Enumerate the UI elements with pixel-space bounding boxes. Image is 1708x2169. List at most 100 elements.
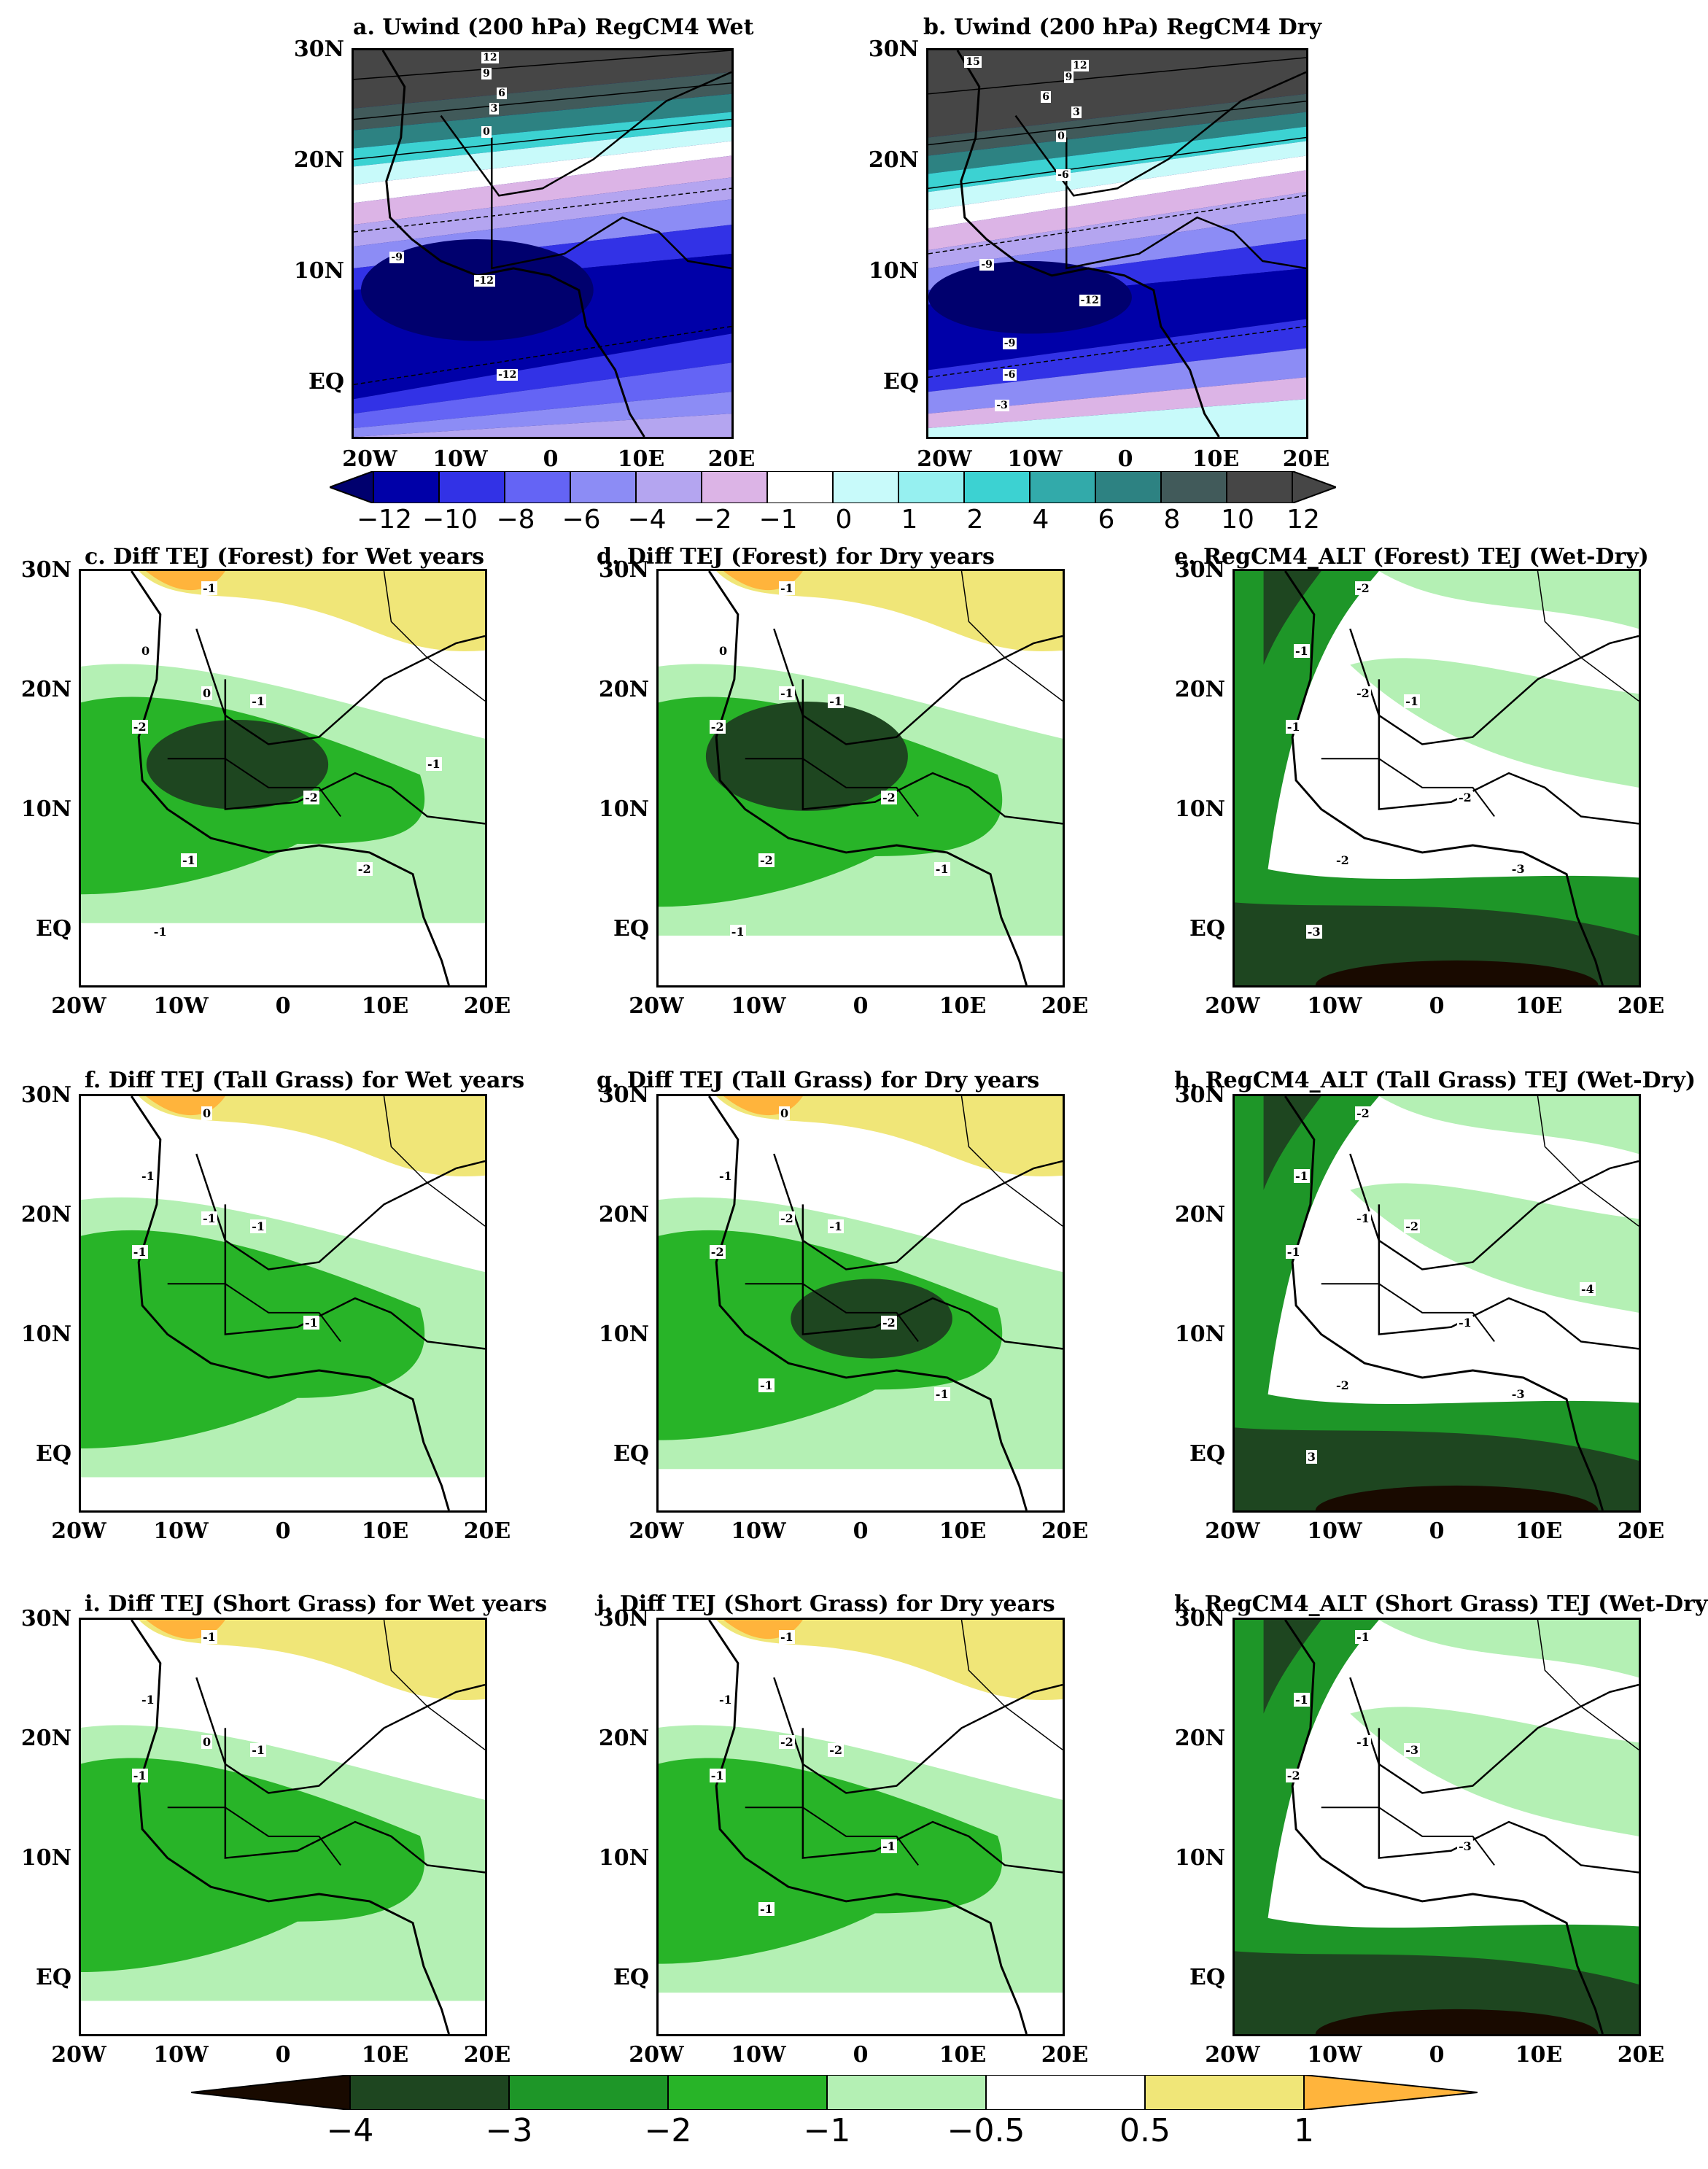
tej-map-d — [659, 571, 1063, 985]
contour-label: -2 — [1404, 1219, 1420, 1234]
contour-label: 0 — [718, 644, 729, 659]
x-tick: 0 — [275, 1518, 291, 1544]
contour-label: 9 — [1063, 71, 1074, 84]
y-tick-30n: 30N — [868, 36, 919, 62]
x-tick: 0 — [1429, 2042, 1445, 2068]
panel-title: k. RegCM4_ALT (Short Grass) TEJ (Wet-Dry… — [1174, 1591, 1708, 1617]
panel-title: h. RegCM4_ALT (Tall Grass) TEJ (Wet-Dry) — [1174, 1068, 1696, 1093]
tej-colorbar-svg — [191, 2075, 1478, 2110]
uwind-cbar-label: −12 — [357, 505, 412, 535]
contour-label: -1 — [250, 1219, 266, 1234]
tej-cbar-label: −3 — [485, 2112, 533, 2149]
y-tick: EQ — [36, 1440, 71, 1467]
contour-label: -12 — [497, 368, 519, 381]
contour-label: -1 — [1294, 1169, 1310, 1184]
uwind-cbar-label: 6 — [1098, 505, 1115, 535]
contour-label: -1 — [1355, 1211, 1371, 1225]
x-tick: 20E — [463, 2042, 511, 2068]
uwind-colorbar-svg — [330, 471, 1336, 503]
x-tick: 20E — [1617, 993, 1665, 1019]
x-tick-10w: 10W — [432, 446, 488, 472]
y-tick: 30N — [20, 1606, 71, 1631]
contour-label: -2 — [1285, 1768, 1302, 1782]
contour-label: 15 — [964, 55, 982, 68]
panel-title: j. Diff TEJ (Short Grass) for Dry years — [597, 1591, 1055, 1617]
y-tick: EQ — [1189, 1964, 1225, 1990]
y-tick: 20N — [1174, 1726, 1225, 1752]
panel-title: f. Diff TEJ (Tall Grass) for Wet years — [85, 1068, 525, 1093]
x-tick: 10E — [1515, 993, 1563, 1019]
y-tick: 20N — [1174, 677, 1225, 703]
y-tick: 20N — [598, 1726, 649, 1752]
uwind-cbar-label: 12 — [1286, 505, 1320, 535]
panel-title: c. Diff TEJ (Forest) for Wet years — [85, 544, 485, 570]
x-tick: 20E — [1041, 2042, 1089, 2068]
uwind-colorbar — [330, 471, 1336, 503]
x-tick: 10E — [361, 2042, 409, 2068]
contour-label: -2 — [1335, 853, 1351, 868]
y-tick: 20N — [20, 677, 71, 703]
contour-label: -1 — [1294, 644, 1310, 659]
panel-title: b. Uwind (200 hPa) RegCM4 Dry — [923, 15, 1322, 40]
contour-label: -9 — [979, 259, 994, 271]
uwind-cbar-label: −6 — [562, 505, 601, 535]
contour-label: -3 — [1510, 1386, 1526, 1401]
panel-title: e. RegCM4_ALT (Forest) TEJ (Wet-Dry) — [1174, 544, 1649, 570]
contour-label: -2 — [303, 791, 319, 805]
uwind-cbar-label: −1 — [758, 505, 798, 535]
contour-label: -1 — [1355, 1734, 1371, 1749]
contour-label: -1 — [140, 1169, 156, 1184]
x-tick: 10W — [1307, 2042, 1362, 2068]
tej-map-g — [659, 1096, 1063, 1510]
x-tick-0: 0 — [1117, 446, 1133, 472]
x-tick: 0 — [1429, 993, 1445, 1019]
x-tick: 10W — [1307, 1518, 1362, 1544]
contour-label: -1 — [933, 861, 950, 876]
x-tick: 20E — [1617, 2042, 1665, 2068]
x-tick-10e: 10E — [617, 446, 665, 472]
y-tick-10n: 10N — [293, 258, 344, 284]
tej-map-j — [659, 1620, 1063, 2034]
tej-cbar-label: −4 — [326, 2112, 374, 2149]
map-plot — [79, 1618, 487, 2036]
y-tick-10n: 10N — [868, 258, 919, 284]
map-plot — [656, 569, 1065, 988]
map-plot — [352, 48, 734, 439]
contour-label: -1 — [201, 581, 217, 596]
contour-label: 6 — [1041, 90, 1051, 103]
uwind-cbar-label: 2 — [966, 505, 984, 535]
y-tick: 20N — [598, 677, 649, 703]
contour-label: -2 — [1355, 686, 1371, 700]
x-tick: 20W — [629, 1518, 684, 1544]
contour-label: -1 — [779, 1630, 795, 1645]
x-tick: 20W — [1205, 2042, 1260, 2068]
panel-title: a. Uwind (200 hPa) RegCM4 Wet — [353, 15, 754, 40]
contour-label: -2 — [1355, 1106, 1371, 1121]
y-tick: EQ — [1189, 1440, 1225, 1467]
x-tick: 20E — [1041, 993, 1089, 1019]
contour-label: -1 — [881, 1839, 897, 1854]
y-tick: 10N — [598, 1321, 649, 1347]
x-tick: 0 — [853, 1518, 869, 1544]
uwind-cbar-label: −10 — [422, 505, 478, 535]
y-tick: EQ — [613, 1964, 649, 1990]
x-tick: 10E — [361, 1518, 409, 1544]
contour-label: -2 — [881, 791, 897, 805]
x-tick-20e: 20E — [1282, 446, 1330, 472]
map-plot — [79, 569, 487, 988]
uwind-cbar-label: 10 — [1221, 505, 1254, 535]
contour-label: -1 — [250, 1743, 266, 1758]
contour-label: -1 — [709, 1768, 726, 1782]
tej-colorbar — [191, 2075, 1478, 2110]
map-plot — [1233, 1094, 1641, 1513]
contour-label: -1 — [181, 853, 197, 868]
x-tick: 10W — [153, 2042, 209, 2068]
contour-label: 12 — [481, 52, 499, 64]
contour-label: -1 — [828, 694, 844, 709]
contour-label: -1 — [1404, 694, 1420, 709]
y-tick: 30N — [20, 557, 71, 583]
contour-label: -1 — [758, 1378, 775, 1393]
tej-map-k — [1235, 1620, 1639, 2034]
uwind-cbar-label: 4 — [1032, 505, 1049, 535]
map-plot — [926, 48, 1308, 439]
